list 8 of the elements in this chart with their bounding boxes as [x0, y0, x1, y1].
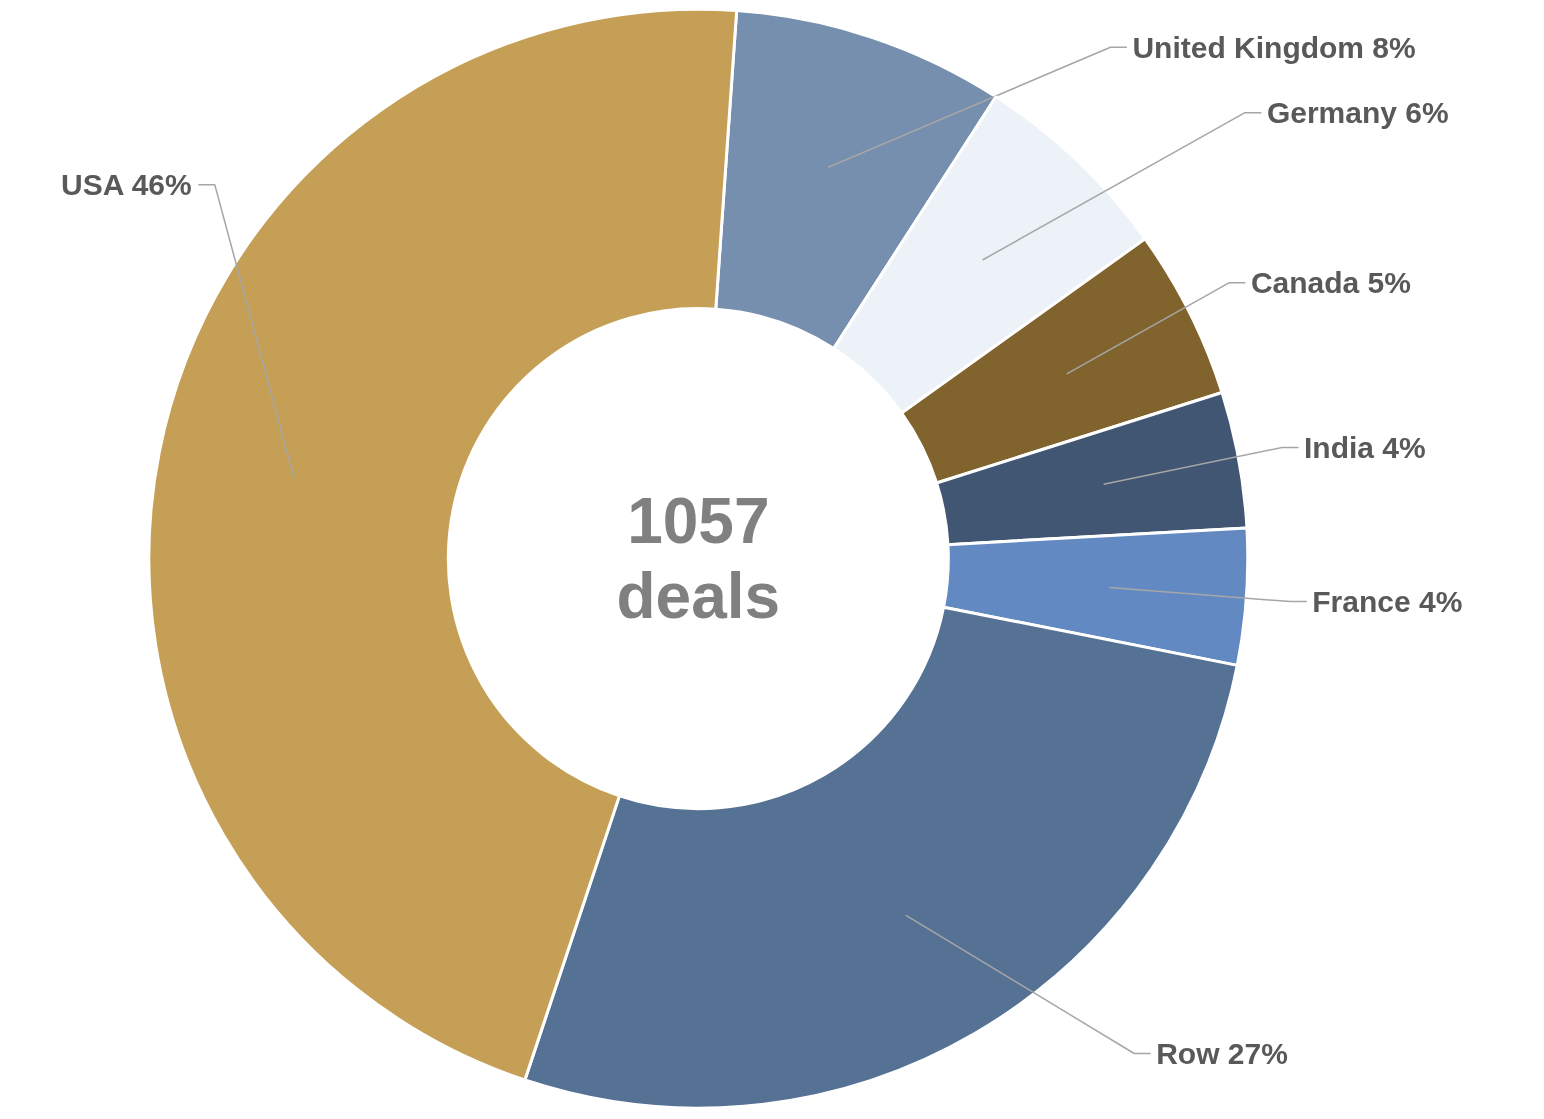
text: 1057 deals	[616, 484, 781, 633]
slice-label: United Kingdom 8%	[1132, 30, 1416, 64]
slice-label: Canada 5%	[1250, 266, 1411, 300]
slice-label: France 4%	[1312, 585, 1463, 619]
slice-label: USA 46%	[61, 168, 192, 202]
slice-label: Row 27%	[1156, 1037, 1288, 1071]
slice-label: India 4%	[1303, 430, 1426, 464]
slice-label: Germany 6%	[1266, 96, 1449, 130]
